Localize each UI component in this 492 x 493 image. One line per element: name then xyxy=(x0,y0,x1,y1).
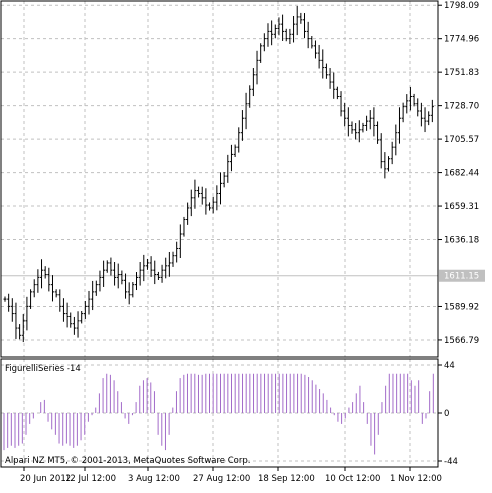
time-tick-label: 12 Jul 12:00 xyxy=(65,474,116,484)
indicator-tick-label: 0 xyxy=(444,409,449,419)
copyright-notice: Alpari NZ MT5, © 2001-2013, MetaQuotes S… xyxy=(5,456,250,466)
indicator-tick-label: 44 xyxy=(444,361,455,371)
time-tick-label: 10 Oct 12:00 xyxy=(325,474,380,484)
price-bars xyxy=(3,5,434,343)
indicator-scale[interactable]: 44 0 -44 xyxy=(438,361,458,467)
price-tick-label: 1636.18 xyxy=(444,236,479,246)
chart-frames xyxy=(0,0,439,468)
time-tick-label: 20 Jun 2012 xyxy=(20,474,71,484)
current-price-marker xyxy=(439,269,485,282)
price-tick-label: 1682.44 xyxy=(444,169,479,179)
time-tick-label: 27 Aug 12:00 xyxy=(193,474,250,484)
price-tick-label: 1589.92 xyxy=(444,302,479,312)
time-tick-label: 18 Sep 12:00 xyxy=(258,474,315,484)
indicator-title: FigurelliSeries -14 xyxy=(5,364,81,374)
price-tick-label: 1566.79 xyxy=(444,336,479,346)
price-scale[interactable]: 1798.09 1774.96 1751.83 1728.70 1705.57 1682.… xyxy=(438,1,479,346)
price-tick-label: 1728.70 xyxy=(444,102,479,112)
main-chart-grid xyxy=(1,1,438,357)
time-tick-label: 1 Nov 12:00 xyxy=(390,474,442,484)
price-tick-label: 1798.09 xyxy=(444,1,479,11)
price-tick-label: 1705.57 xyxy=(444,135,479,145)
main-chart-frame xyxy=(0,0,439,358)
time-tick-label: 3 Aug 12:00 xyxy=(128,474,180,484)
price-tick-label: 1774.96 xyxy=(444,35,479,45)
price-tick-label: 1751.83 xyxy=(444,68,479,78)
indicator-tick-label: -44 xyxy=(444,457,458,467)
price-tick-label: 1659.31 xyxy=(444,202,479,212)
indicator-bars xyxy=(3,373,434,455)
current-price-label: 1611.15 xyxy=(444,272,479,282)
